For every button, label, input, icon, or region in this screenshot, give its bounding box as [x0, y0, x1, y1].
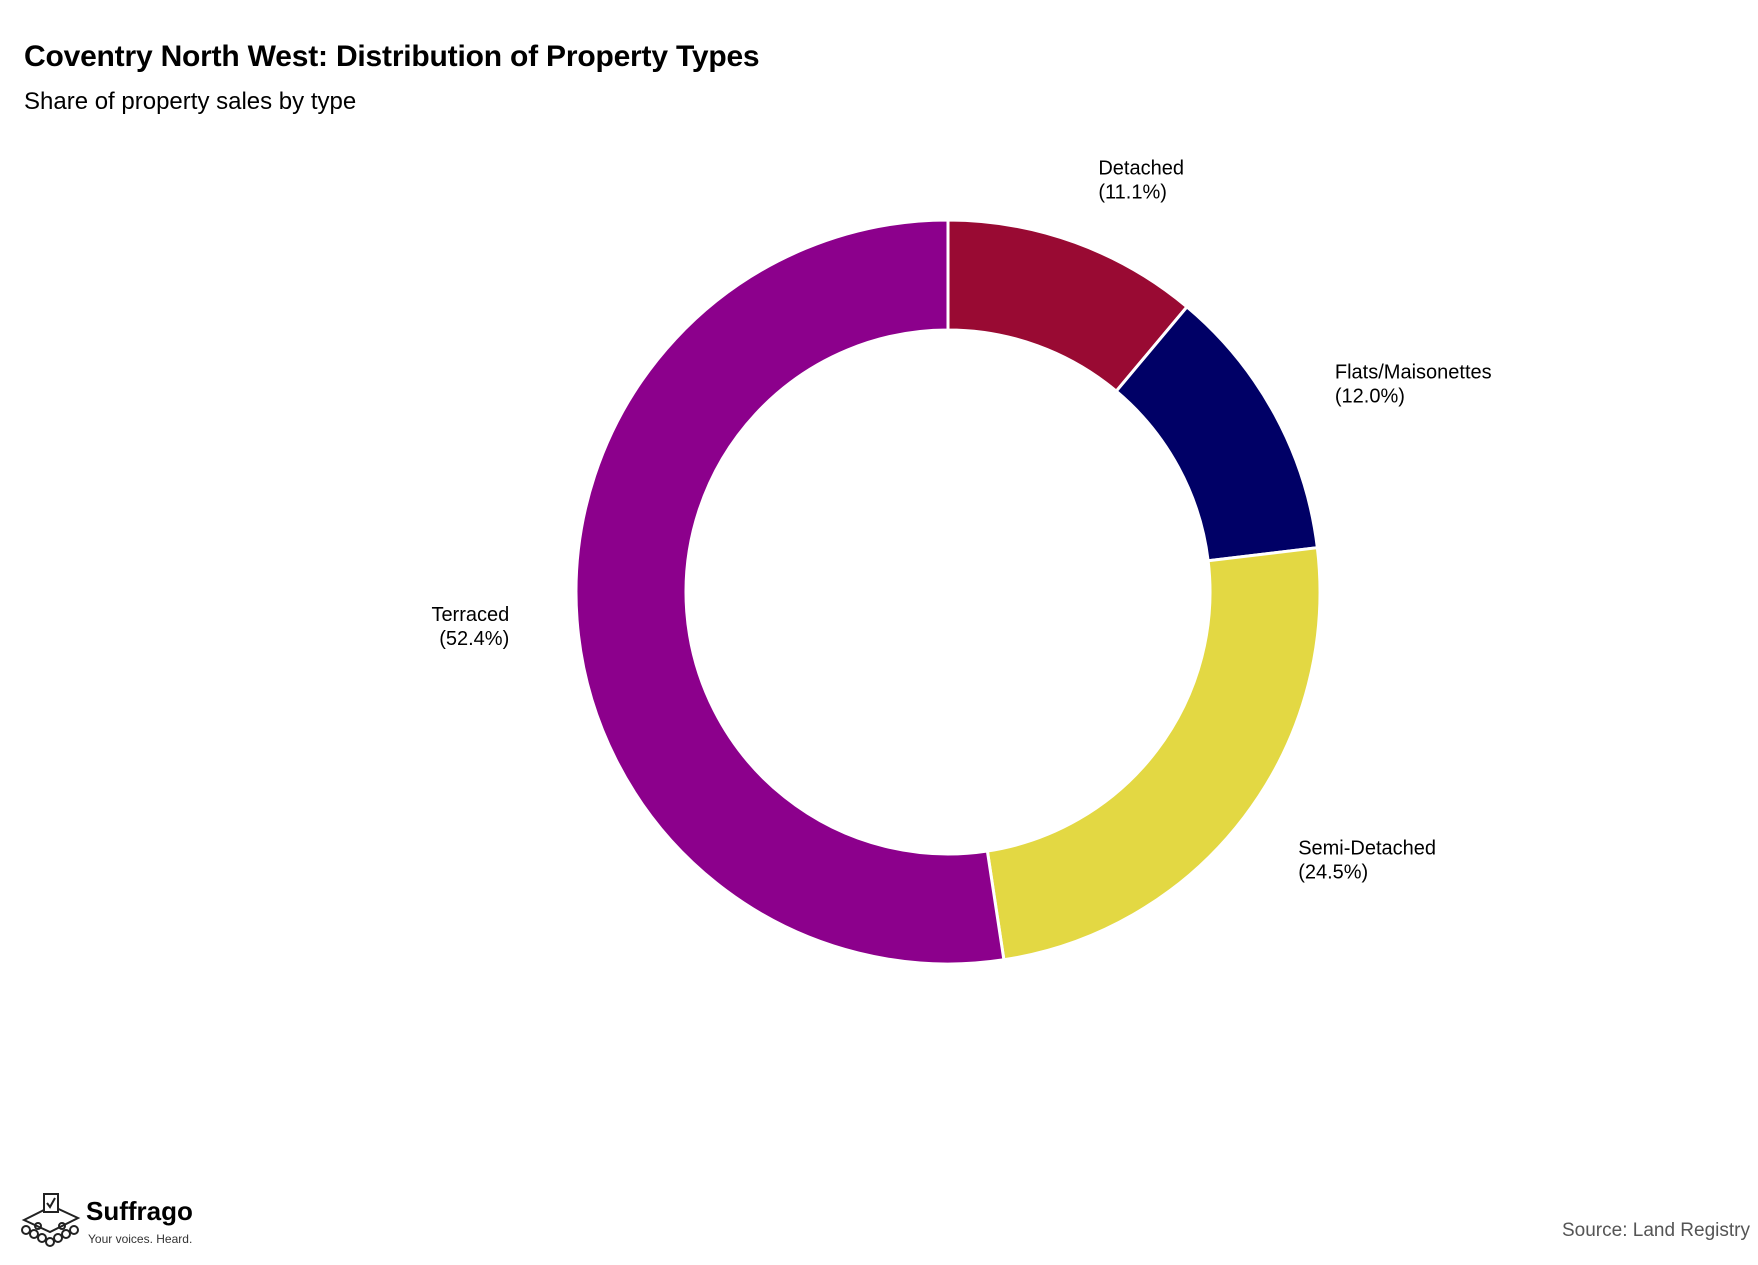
- source-note: Source: Land Registry: [1562, 1220, 1750, 1241]
- brand-tagline: Your voices. Heard.: [88, 1232, 193, 1246]
- slice-label-detached: Detached (11.1%): [1098, 157, 1184, 203]
- chart-subtitle: Share of property sales by type: [24, 88, 357, 115]
- donut-labels: Detached (11.1%) Flats/Maisonettes (12.0%) S…: [431, 157, 1491, 883]
- slice-label-terraced: Terraced (52.4%): [431, 604, 509, 650]
- donut-slice-terraced: [574, 218, 1006, 966]
- donut-slice-semi-detached: [985, 546, 1322, 962]
- slice-label-flats-maisonettes: Flats/Maisonettes (12.0%): [1335, 361, 1492, 407]
- slice-label-semi-detached: Semi-Detached (24.5%): [1298, 837, 1436, 883]
- chart-title: Coventry North West: Distribution of Pro…: [24, 40, 760, 73]
- ballot-box-crowd-icon: [21, 1193, 81, 1247]
- donut-slices: [574, 218, 1322, 966]
- brand-name: Suffrago: [86, 1196, 193, 1226]
